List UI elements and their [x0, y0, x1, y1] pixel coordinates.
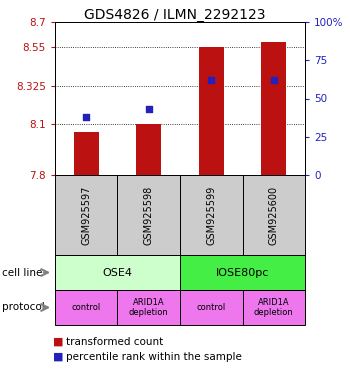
Text: percentile rank within the sample: percentile rank within the sample — [66, 352, 242, 362]
Text: control: control — [197, 303, 226, 312]
Text: GSM925600: GSM925600 — [269, 185, 279, 245]
Point — [146, 106, 152, 112]
Text: ■: ■ — [53, 352, 64, 362]
Text: ARID1A
depletion: ARID1A depletion — [129, 298, 169, 317]
Bar — [199, 48, 224, 175]
Text: transformed count: transformed count — [66, 337, 163, 347]
Text: IOSE80pc: IOSE80pc — [216, 268, 269, 278]
Text: control: control — [72, 303, 101, 312]
Text: GSM925597: GSM925597 — [81, 185, 91, 245]
Text: ARID1A
depletion: ARID1A depletion — [254, 298, 294, 317]
Bar — [261, 41, 286, 175]
Bar — [136, 124, 161, 175]
Text: cell line: cell line — [2, 268, 42, 278]
Text: GSM925598: GSM925598 — [144, 185, 154, 245]
Text: protocol: protocol — [2, 303, 45, 313]
Text: GSM925599: GSM925599 — [206, 185, 216, 245]
Text: GDS4826 / ILMN_2292123: GDS4826 / ILMN_2292123 — [84, 8, 266, 22]
Text: ■: ■ — [53, 337, 64, 347]
Point — [209, 77, 214, 83]
Point — [83, 114, 89, 120]
Point — [271, 77, 277, 83]
Text: OSE4: OSE4 — [103, 268, 133, 278]
Bar — [74, 132, 99, 175]
